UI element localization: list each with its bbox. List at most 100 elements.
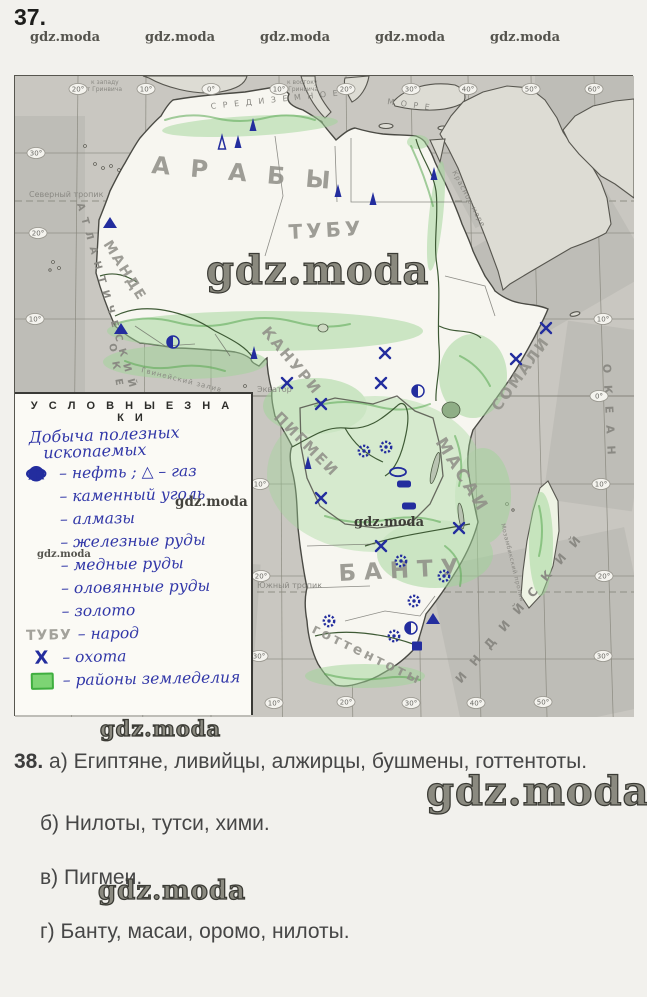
tick-label: 60° — [588, 86, 600, 94]
congo-border — [299, 395, 444, 529]
printed-map-label: Южный тропик — [257, 581, 322, 590]
tick-label: 10° — [597, 316, 609, 324]
legend-item-label: – районы земледелия — [62, 667, 241, 690]
diamond-symbol — [322, 614, 336, 628]
answer-text: Пигмеи. — [64, 866, 143, 889]
gold-symbol — [166, 335, 180, 349]
legend-title: Добыча полезных ископаемых — [28, 422, 251, 463]
tick-label: 40° — [462, 86, 474, 94]
printed-map-label: О К Е А Н — [600, 363, 618, 458]
tick-label: 30° — [405, 86, 417, 94]
tin-icon — [25, 467, 47, 480]
watermark-text: gdz.moda — [97, 875, 247, 906]
copper-symbol — [402, 502, 416, 510]
hunt-symbol — [509, 352, 523, 366]
tick-pill — [136, 83, 156, 95]
tick-label: 10° — [273, 86, 285, 94]
iran — [562, 98, 634, 199]
tick-pill — [584, 83, 604, 95]
tick-pill — [591, 478, 611, 490]
lakes — [317, 323, 465, 530]
legend-item-hunt: Х – охота — [26, 644, 251, 669]
tick-label: 0° — [207, 86, 215, 94]
pencil-label: ТУБУ — [288, 216, 365, 244]
watermark-text: gdz.moda — [375, 30, 446, 45]
iron-symbol — [114, 323, 128, 334]
watermark-text: gdz.moda — [99, 715, 222, 741]
printed-map-label: от Гринвича — [279, 86, 318, 93]
answer-text: Банту, масаи, оромо, нилоты. — [60, 920, 350, 943]
legend-header: У С Л О В Н Ы Е З Н А К И — [30, 400, 234, 424]
congo-river — [291, 403, 409, 477]
tick-pill — [68, 83, 88, 95]
legend-title-line2: ископаемых — [42, 439, 147, 463]
tick-label: 0° — [595, 393, 603, 401]
watermark-text: gdz.moda — [354, 515, 425, 530]
agri-symbol — [27, 672, 57, 690]
diamond-symbol — [394, 554, 408, 568]
answer-label: в) — [40, 866, 59, 889]
iron-symbol — [24, 466, 54, 544]
answer-number: 38. — [14, 750, 44, 773]
oil-symbol — [249, 118, 257, 131]
tick-label: 30° — [253, 653, 265, 661]
answer-line-b: б) Нилоты, тутси, хими. — [40, 812, 270, 836]
tick-pill — [593, 650, 613, 662]
tick-label: 30° — [30, 150, 42, 158]
tick-label: 10° — [268, 700, 280, 708]
answer-label: а) — [49, 750, 68, 773]
gold-icon — [28, 465, 44, 482]
printed-map-label: Экватор — [257, 385, 292, 394]
tick-pill — [594, 570, 614, 582]
tick-label: 20° — [255, 573, 267, 581]
tick-label: 20° — [72, 86, 84, 94]
tick-pill — [458, 83, 478, 95]
tick-pill — [336, 83, 356, 95]
watermark-text: gdz.moda — [30, 30, 101, 45]
printed-map-label: к востоку — [287, 79, 318, 86]
tick-label: 10° — [29, 316, 41, 324]
tin-symbol — [25, 467, 47, 480]
copper-symbol — [397, 480, 411, 488]
tick-pill — [593, 313, 613, 325]
printed-map-label: к западу — [91, 79, 119, 86]
legend-item-tin: – оловянные руды — [25, 467, 251, 600]
tick-pill — [28, 227, 48, 239]
tick-label: 10° — [254, 481, 266, 489]
oil-symbol — [430, 167, 438, 180]
hunt-symbol — [539, 321, 553, 335]
tubu-sample-text: ТУБУ — [25, 626, 72, 644]
tick-pill — [521, 83, 541, 95]
diamond-symbol — [24, 466, 54, 521]
watermark-text: gdz.moda — [425, 767, 647, 815]
legend-item-label: – железные руды — [60, 530, 206, 552]
hunt-symbol — [374, 376, 388, 390]
hunt-symbol: Х — [26, 647, 56, 669]
africa-contour-map: к западу от Гринвича к востоку от Гринвича С… — [14, 75, 634, 717]
tick-pill — [201, 83, 221, 95]
iron-symbol — [426, 613, 440, 624]
tick-pill — [336, 696, 356, 708]
legend-item-label: – нефть ; △ – газ — [59, 461, 197, 483]
watermark-text: gdz.moda — [37, 549, 91, 560]
tick-pill — [589, 390, 609, 402]
niger-river — [114, 308, 254, 359]
hunt-symbol — [280, 376, 294, 390]
legend-item-label: – золото — [61, 600, 136, 621]
diamond-symbol — [437, 569, 451, 583]
watermark-text: gdz.moda — [260, 30, 331, 45]
watermark-text: gdz.moda — [145, 30, 216, 45]
tick-pill — [25, 313, 45, 325]
legend-items: – нефть ; △ – газ – каменный уголь – алмаз… — [21, 460, 251, 692]
tick-label: 20° — [340, 86, 352, 94]
answer-line-a: 38. а) Египтяне, ливийцы, алжирцы, бушме… — [14, 750, 587, 774]
hunt-symbol — [374, 539, 388, 553]
tick-pill — [264, 697, 284, 709]
gold-symbol — [411, 384, 425, 398]
coal-symbol — [24, 468, 54, 498]
agriculture-swatch — [30, 672, 54, 690]
task-number: 37. — [14, 4, 46, 30]
legend-item-label: – охота — [62, 646, 127, 667]
sinai — [429, 138, 446, 164]
